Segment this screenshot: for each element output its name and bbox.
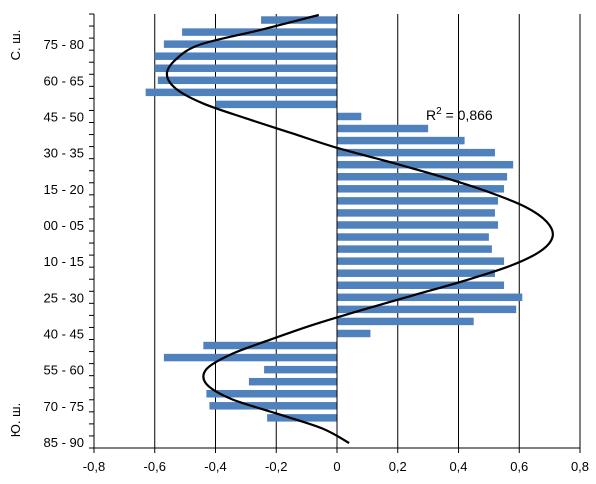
bar [337, 257, 505, 265]
y-tick-label: 60 - 65 [44, 73, 84, 88]
bar [337, 245, 492, 253]
y-tick-label: 10 - 15 [44, 254, 84, 269]
bar [206, 390, 337, 398]
bar [337, 197, 498, 205]
bar [154, 64, 337, 72]
bar [154, 52, 337, 60]
bar [203, 341, 337, 350]
bar [337, 281, 505, 289]
axes [89, 13, 581, 453]
x-tick-label: -0,8 [83, 459, 105, 474]
x-tick-label: -0,6 [144, 459, 166, 474]
y-tick-label: 00 - 05 [44, 218, 84, 233]
x-tick-label: 0,2 [389, 459, 407, 474]
south-hemisphere-label: Ю. ш. [8, 403, 23, 437]
bar [163, 353, 337, 362]
bar [337, 173, 508, 181]
x-tick-label: 0,8 [571, 459, 589, 474]
bar [337, 160, 514, 169]
bar [264, 365, 337, 374]
y-tick-label: 85 - 90 [44, 435, 84, 450]
x-tick-label: -0,4 [204, 459, 226, 474]
bar [337, 329, 371, 338]
y-tick-label: 70 - 75 [44, 399, 84, 414]
x-tick-label: 0 [333, 459, 340, 474]
r-squared-annotation: R2 = 0,866 [426, 106, 493, 123]
r-squared-value: = 0,866 [442, 107, 493, 123]
trend-curve [165, 13, 554, 444]
bar [337, 209, 495, 217]
y-tick-label: 25 - 30 [44, 290, 84, 305]
y-tick-label: 75 - 80 [44, 37, 84, 52]
north-hemisphere-label: С. ш. [8, 30, 23, 61]
bar [337, 293, 523, 302]
bar [337, 148, 495, 157]
y-tick-labels: 75 - 80 60 - 65 45 - 50 30 - 35 15 - 20 00 - … [44, 37, 84, 450]
bar [248, 377, 337, 386]
bar [267, 414, 337, 422]
bar [337, 112, 362, 121]
bar [337, 185, 505, 193]
bar [215, 100, 337, 109]
y-tick-label: 15 - 20 [44, 182, 84, 197]
bar [337, 305, 517, 314]
bar [337, 124, 429, 133]
bar [337, 269, 495, 277]
y-tick-label: 40 - 45 [44, 326, 84, 341]
bar [182, 28, 337, 36]
grid-lines [93, 14, 581, 448]
x-tick-labels: -0,8 -0,6 -0,4 -0,2 0 0,2 0,4 0,6 0,8 [83, 459, 589, 474]
r-squared-sup: 2 [436, 106, 442, 117]
y-tick-label: 55 - 60 [44, 363, 84, 378]
x-tick-label: 0,6 [510, 459, 528, 474]
r-squared-prefix: R [426, 107, 436, 123]
bar [157, 76, 337, 85]
x-tick-label: -0,2 [265, 459, 287, 474]
y-tick-label: 30 - 35 [44, 146, 84, 161]
bar [337, 317, 474, 326]
y-tick-label: 45 - 50 [44, 109, 84, 124]
x-tick-label: 0,4 [449, 459, 467, 474]
bar [163, 40, 337, 48]
bars [145, 16, 523, 422]
bar [337, 221, 498, 229]
bar [145, 88, 337, 97]
bar [209, 402, 337, 410]
bar [337, 233, 489, 241]
bar [337, 136, 465, 145]
